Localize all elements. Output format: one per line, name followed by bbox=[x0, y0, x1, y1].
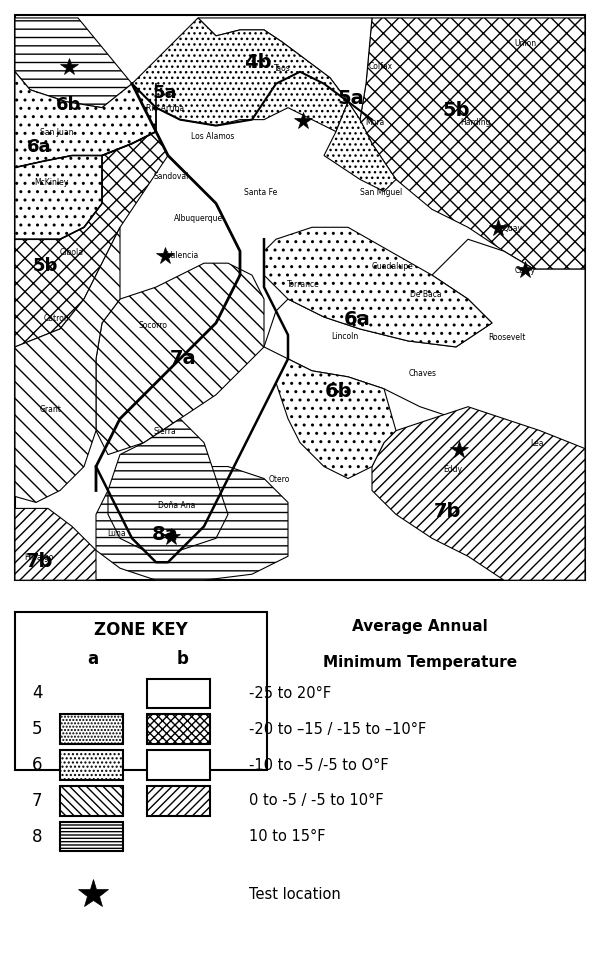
Text: 8a: 8a bbox=[152, 524, 178, 544]
Text: 10 to 15°F: 10 to 15°F bbox=[249, 830, 325, 844]
Polygon shape bbox=[108, 418, 228, 550]
Polygon shape bbox=[15, 131, 168, 346]
Text: Lea: Lea bbox=[530, 439, 544, 448]
Text: 8: 8 bbox=[32, 828, 43, 846]
Text: 4b: 4b bbox=[244, 54, 272, 73]
Text: Curry: Curry bbox=[515, 266, 536, 275]
Polygon shape bbox=[324, 101, 396, 191]
Text: ZONE KEY: ZONE KEY bbox=[94, 621, 188, 639]
Bar bbox=[60, 787, 123, 815]
Text: Minimum Temperature: Minimum Temperature bbox=[323, 656, 517, 670]
Polygon shape bbox=[372, 407, 585, 580]
Text: San Juan: San Juan bbox=[40, 128, 74, 137]
Polygon shape bbox=[360, 18, 585, 269]
Text: Torrance: Torrance bbox=[287, 279, 319, 289]
Text: Colfax: Colfax bbox=[369, 62, 393, 72]
Text: Doña Ana: Doña Ana bbox=[158, 501, 196, 510]
Bar bbox=[147, 787, 210, 815]
Text: 6b: 6b bbox=[56, 96, 82, 114]
Text: Chaves: Chaves bbox=[409, 369, 437, 378]
Text: -10 to –5 /-5 to O°F: -10 to –5 /-5 to O°F bbox=[249, 758, 389, 772]
Text: -20 to –15 / -15 to –10°F: -20 to –15 / -15 to –10°F bbox=[249, 722, 426, 737]
Text: 5a: 5a bbox=[338, 89, 364, 108]
Text: -25 to 20°F: -25 to 20°F bbox=[249, 686, 331, 701]
Polygon shape bbox=[15, 18, 132, 107]
Bar bbox=[60, 822, 123, 852]
Text: 7b: 7b bbox=[25, 551, 53, 570]
Text: 4: 4 bbox=[32, 684, 43, 702]
Text: Quay: Quay bbox=[503, 224, 523, 233]
Text: Sandoval: Sandoval bbox=[154, 172, 188, 181]
Polygon shape bbox=[264, 227, 492, 346]
Text: Roosevelt: Roosevelt bbox=[488, 333, 526, 343]
Text: 7: 7 bbox=[32, 791, 43, 810]
Text: b: b bbox=[177, 650, 189, 668]
Polygon shape bbox=[96, 263, 264, 455]
Text: Rio Arriba: Rio Arriba bbox=[146, 104, 184, 113]
Text: 5b: 5b bbox=[442, 101, 470, 121]
Text: Los Alamos: Los Alamos bbox=[191, 132, 235, 141]
Bar bbox=[60, 714, 123, 744]
Polygon shape bbox=[96, 466, 288, 580]
Text: 6b: 6b bbox=[325, 382, 353, 401]
Bar bbox=[147, 750, 210, 780]
Text: Taos: Taos bbox=[274, 64, 290, 74]
Text: Harding: Harding bbox=[461, 118, 491, 127]
Text: Average Annual: Average Annual bbox=[352, 619, 488, 634]
Text: Mora: Mora bbox=[365, 118, 385, 127]
Text: Guadalupe: Guadalupe bbox=[372, 261, 414, 271]
Text: Socorro: Socorro bbox=[139, 322, 167, 330]
Text: 7a: 7a bbox=[170, 349, 196, 368]
Text: 6: 6 bbox=[32, 756, 43, 774]
Text: Hidalgo: Hidalgo bbox=[25, 553, 53, 562]
Text: Grant: Grant bbox=[40, 405, 62, 414]
Text: Eddy: Eddy bbox=[443, 465, 463, 474]
Text: Test location: Test location bbox=[249, 887, 341, 901]
Polygon shape bbox=[15, 155, 102, 239]
Text: San Miguel: San Miguel bbox=[360, 189, 402, 197]
Polygon shape bbox=[15, 508, 96, 580]
Text: Luna: Luna bbox=[107, 529, 127, 538]
Text: 5b: 5b bbox=[32, 257, 58, 276]
Text: 6a: 6a bbox=[27, 138, 51, 156]
Text: Catron: Catron bbox=[44, 314, 70, 323]
Polygon shape bbox=[264, 239, 585, 449]
Text: Santa Fe: Santa Fe bbox=[244, 189, 278, 197]
Polygon shape bbox=[276, 359, 396, 478]
Text: 6a: 6a bbox=[344, 310, 370, 329]
Text: Otero: Otero bbox=[268, 476, 290, 484]
Bar bbox=[60, 750, 123, 780]
Bar bbox=[147, 714, 210, 744]
Bar bbox=[147, 679, 210, 708]
Polygon shape bbox=[15, 227, 120, 502]
Text: 7b: 7b bbox=[433, 501, 461, 521]
Text: a: a bbox=[88, 650, 98, 668]
Polygon shape bbox=[198, 18, 372, 120]
Polygon shape bbox=[132, 18, 348, 131]
Text: McKinley: McKinley bbox=[34, 178, 68, 187]
Polygon shape bbox=[15, 72, 156, 167]
Text: Sierra: Sierra bbox=[154, 428, 176, 436]
Text: 5a: 5a bbox=[153, 83, 177, 101]
Text: Albuquerque: Albuquerque bbox=[173, 213, 223, 223]
Text: 0 to -5 / -5 to 10°F: 0 to -5 / -5 to 10°F bbox=[249, 793, 383, 809]
Bar bbox=[15, 612, 267, 770]
Text: Union: Union bbox=[514, 38, 536, 48]
Text: Lincoln: Lincoln bbox=[331, 332, 359, 341]
Text: Cibola: Cibola bbox=[60, 248, 84, 256]
Text: De Baca: De Baca bbox=[410, 290, 442, 299]
Text: 5: 5 bbox=[32, 720, 43, 738]
Text: Valencia: Valencia bbox=[167, 252, 199, 260]
